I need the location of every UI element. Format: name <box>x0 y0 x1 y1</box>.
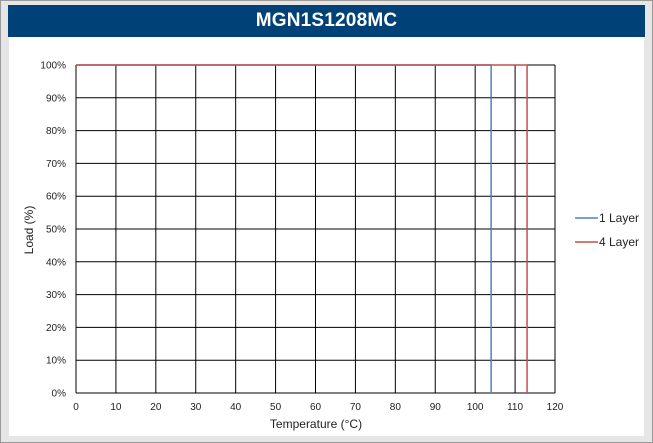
x-tick-label: 120 <box>547 402 564 413</box>
y-tick-label: 10% <box>46 356 66 367</box>
x-tick-label: 50 <box>270 402 282 413</box>
y-tick-label: 50% <box>46 225 66 236</box>
series-layer <box>76 64 528 393</box>
x-tick-label: 20 <box>150 402 162 413</box>
y-tick-label: 90% <box>46 93 66 104</box>
y-axis-label: Load (%) <box>22 206 36 255</box>
y-tick-label: 100% <box>40 61 66 72</box>
series-line-2 <box>76 64 528 393</box>
x-tick-label: 90 <box>430 402 442 413</box>
grid-layer <box>75 64 556 394</box>
x-axis-label: Temperature (°C) <box>270 417 362 431</box>
x-tick-label: 30 <box>190 402 202 413</box>
x-tick-label: 80 <box>390 402 402 413</box>
legend-label: 1 Layer <box>599 211 639 225</box>
y-tick-label: 20% <box>46 323 66 334</box>
x-tick-label: 0 <box>73 402 79 413</box>
y-tick-label: 0% <box>52 389 67 400</box>
x-tick-label: 100 <box>467 402 484 413</box>
y-tick-label: 40% <box>46 257 66 268</box>
chart-title: MGN1S1208MC <box>255 10 398 31</box>
y-tick-label: 70% <box>46 159 66 170</box>
x-tick-label: 10 <box>110 402 122 413</box>
x-tick-labels: 0 10 20 30 40 50 60 70 80 90 100 110 120 <box>73 402 564 413</box>
x-tick-label: 40 <box>230 402 242 413</box>
y-tick-label: 60% <box>46 192 66 203</box>
y-tick-label: 80% <box>46 126 66 137</box>
legend-label: 4 Layer <box>599 235 639 249</box>
x-tick-label: 110 <box>507 402 523 413</box>
y-tick-labels: 0% 10% 20% 30% 40% 50% 60% 70% 80% 90% 100% <box>40 61 66 400</box>
chart-title-bar: MGN1S1208MC <box>8 5 645 37</box>
x-tick-label: 60 <box>310 402 322 413</box>
legend: 1 Layer 4 Layer <box>575 211 639 249</box>
chart-panel <box>9 37 644 436</box>
x-tick-label: 70 <box>350 402 362 413</box>
y-tick-label: 30% <box>46 290 66 301</box>
